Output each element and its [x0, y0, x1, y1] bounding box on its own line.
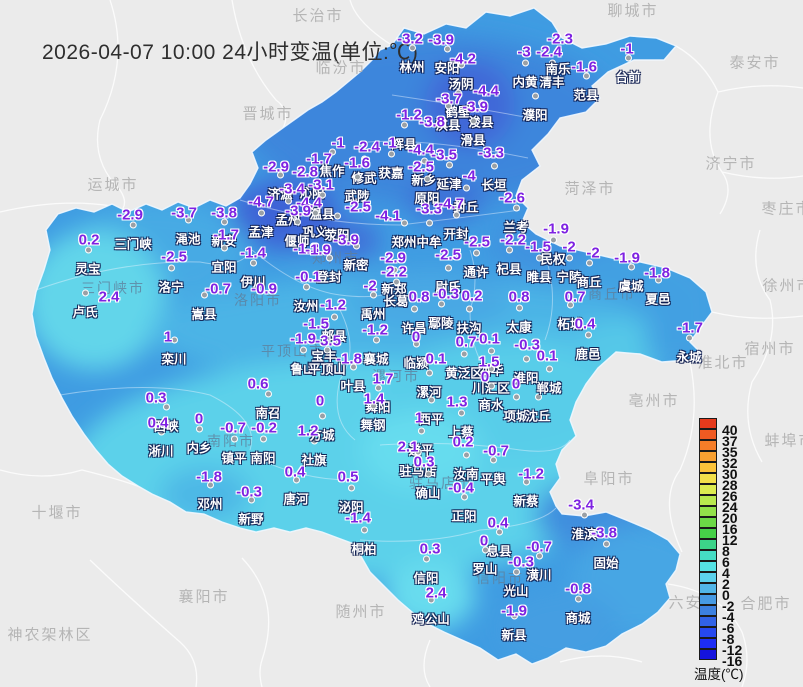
map-title: 2026-04-07 10:00 24小时变温(单位:℃)	[42, 41, 419, 64]
legend-color-cell	[699, 418, 717, 429]
legend-tick-label: 8	[722, 543, 730, 559]
legend-color-cell	[699, 506, 717, 517]
legend-tick-label: -2	[722, 598, 735, 614]
legend-title: 温度(℃)	[694, 667, 744, 682]
legend-color-cell	[699, 429, 717, 440]
prefecture-boundaries	[35, 94, 571, 542]
legend-color-cell	[699, 594, 717, 605]
henan-outline	[31, 7, 713, 665]
legend-tick-label: -6	[722, 620, 735, 636]
legend-color-cell	[699, 462, 717, 473]
legend-tick-label: 6	[722, 554, 730, 570]
legend-tick-label: -16	[722, 653, 743, 669]
legend-color-cell	[699, 484, 717, 495]
legend-color-cell	[699, 550, 717, 561]
legend-tick-label: -8	[722, 631, 735, 647]
legend-color-cell	[699, 583, 717, 594]
legend-tick-label: 28	[722, 477, 738, 493]
legend-tick-label: 37	[722, 433, 738, 449]
legend-tick-label: 26	[722, 488, 738, 504]
legend-color-cell	[699, 638, 717, 649]
legend-color-cell	[699, 495, 717, 506]
legend-color-cell	[699, 605, 717, 616]
legend-tick-label: 0	[722, 587, 730, 603]
legend-color-cell	[699, 561, 717, 572]
legend-tick-label: 24	[722, 499, 738, 515]
legend-color-cell	[699, 517, 717, 528]
legend-tick-label: 32	[722, 455, 738, 471]
legend-color-cell	[699, 440, 717, 451]
legend-color-cell	[699, 451, 717, 462]
legend-tick-label: 2	[722, 576, 730, 592]
legend-tick-label: 20	[722, 510, 738, 526]
legend-tick-label: -12	[722, 642, 743, 658]
legend-color-cell	[699, 572, 717, 583]
legend-color-cell	[699, 539, 717, 550]
legend-tick-label: 12	[722, 532, 738, 548]
legend-color-cell	[699, 627, 717, 638]
legend-tick-label: 4	[722, 565, 730, 581]
legend-tick-label: 30	[722, 466, 738, 482]
legend-tick-label: 35	[722, 444, 738, 460]
legend-tick-label: 40	[722, 422, 738, 438]
legend-color-cell	[699, 649, 717, 660]
legend-tick-label: 16	[722, 521, 738, 537]
legend-color-cell	[699, 528, 717, 539]
legend-tick-label: -4	[722, 609, 735, 625]
legend-color-cell	[699, 616, 717, 627]
legend-color-cell	[699, 473, 717, 484]
